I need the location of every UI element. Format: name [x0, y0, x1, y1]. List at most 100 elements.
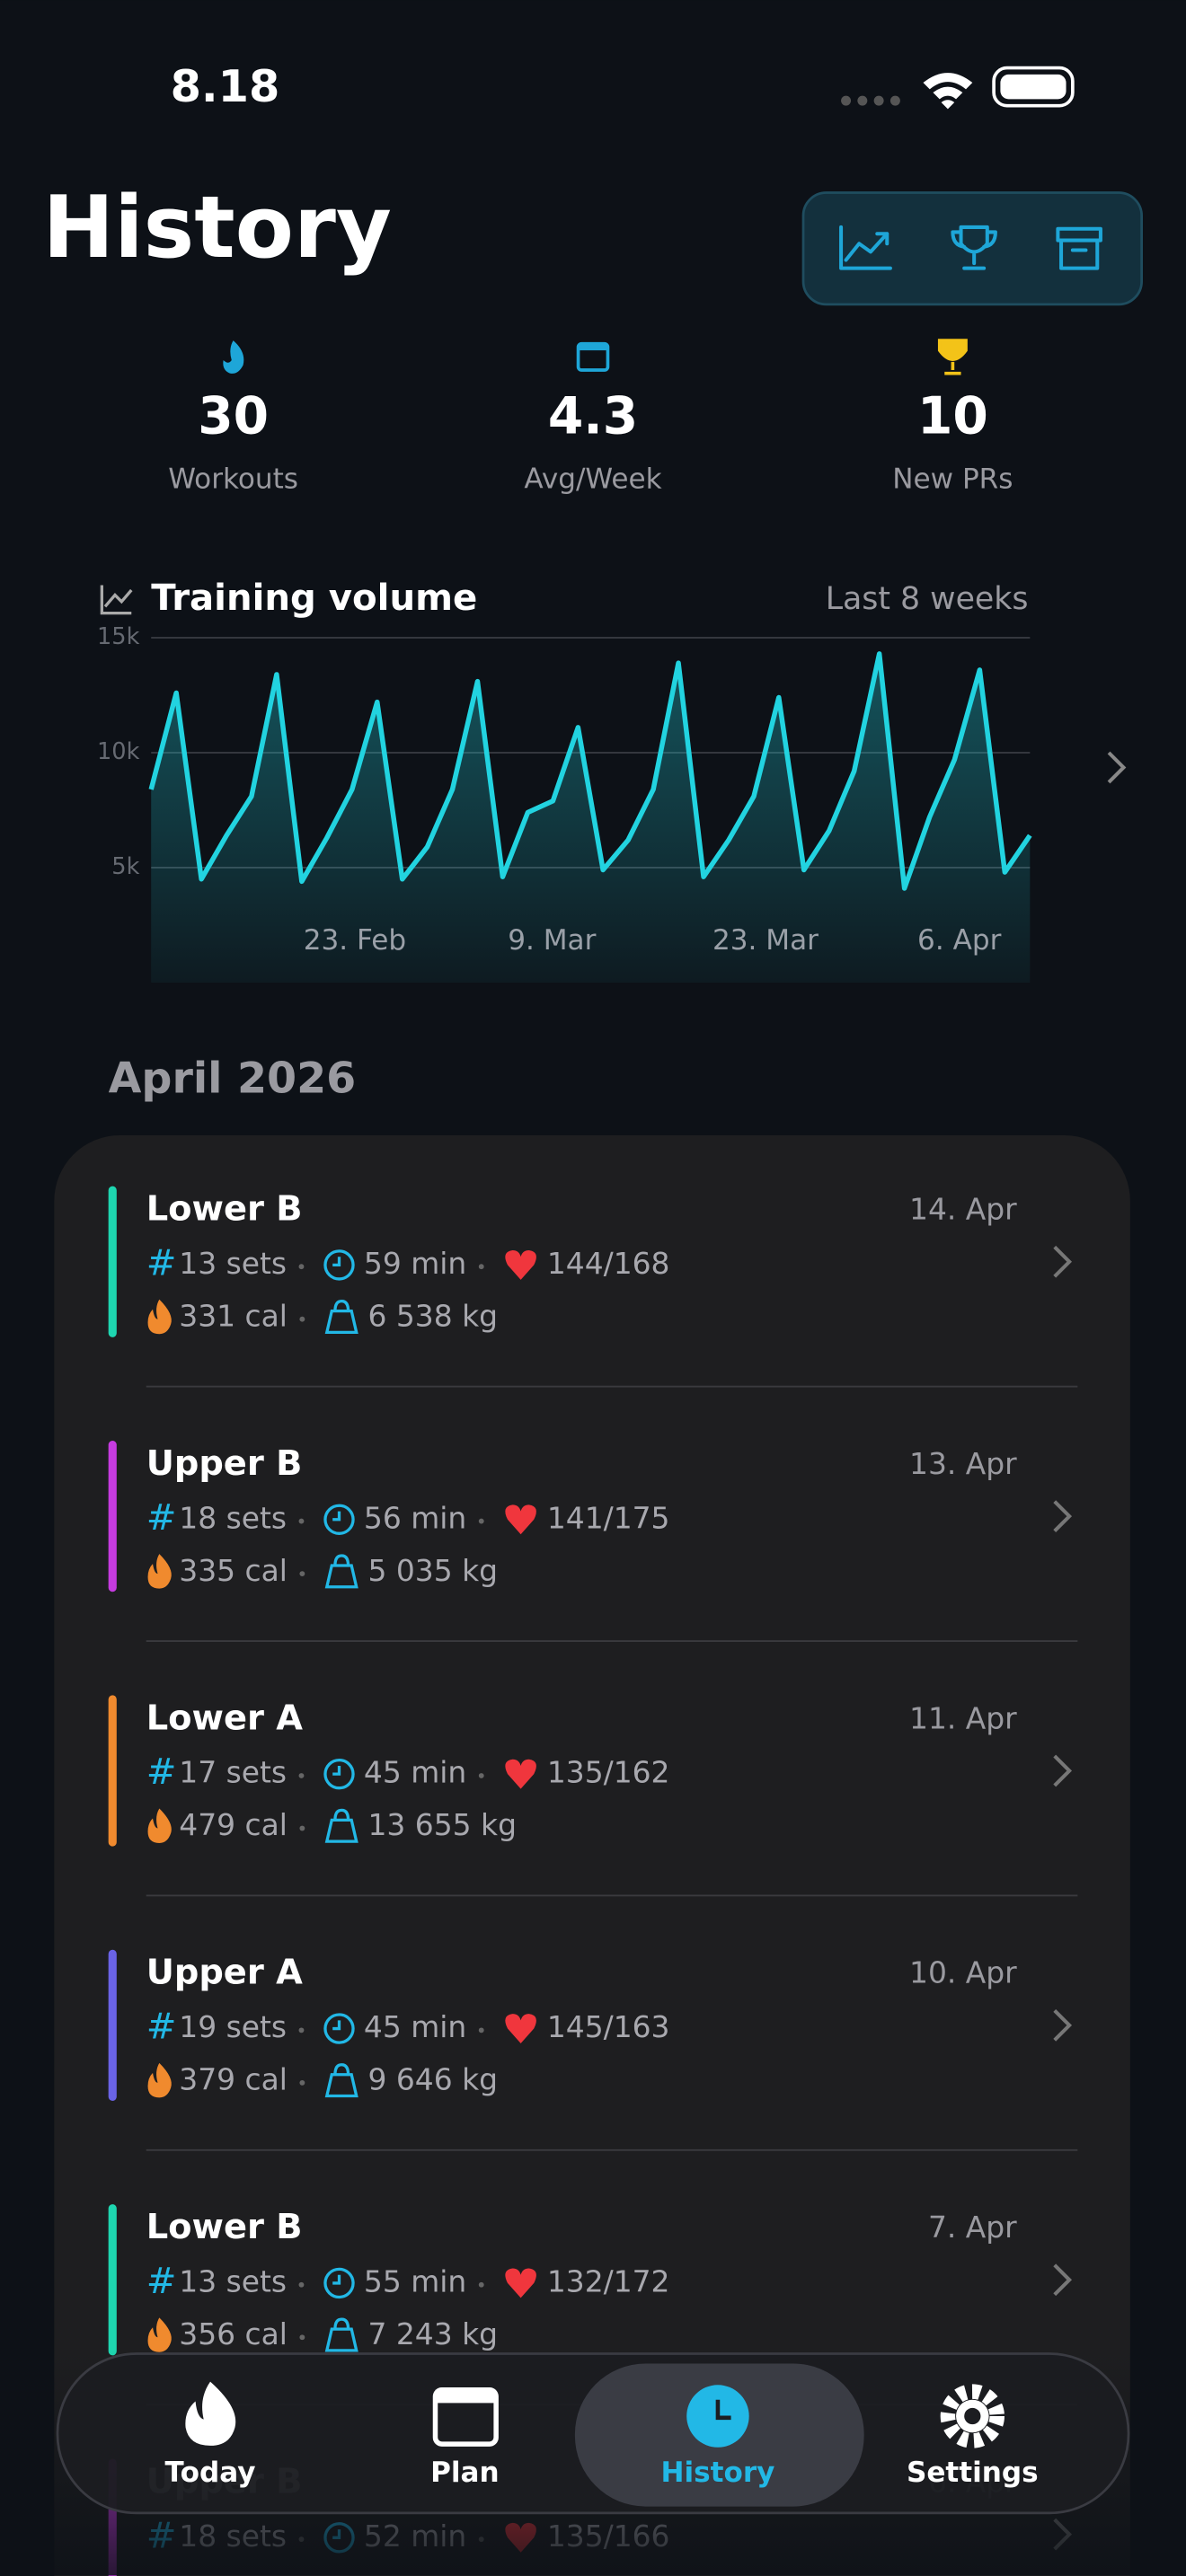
- chart-chevron[interactable]: [1107, 751, 1127, 784]
- x-tick-label: 23. Mar: [712, 924, 819, 957]
- stat-value: 4.3: [548, 386, 638, 446]
- weight-icon: [324, 1299, 358, 1335]
- clock-icon: [323, 2013, 355, 2044]
- heart-icon: [505, 1759, 536, 1789]
- workout-heart: 135/162: [547, 1755, 670, 1790]
- workout-duration: 56 min: [364, 1500, 466, 1535]
- workout-sets: 17 sets: [179, 1755, 287, 1790]
- workout-calories: 479 cal: [179, 1807, 288, 1842]
- workout-heart: 141/175: [547, 1500, 670, 1535]
- workout-date: 14. Apr: [909, 1192, 1017, 1227]
- trophy-button[interactable]: [951, 225, 997, 270]
- separator-dot: [298, 2281, 305, 2288]
- tab-label[interactable]: Plan: [430, 2457, 500, 2489]
- workout-name: Lower B: [146, 1189, 303, 1230]
- workout-color-bar: [108, 1695, 117, 1847]
- workout-name: Lower B: [146, 2207, 303, 2247]
- row-chevron: [1053, 1500, 1073, 1533]
- sets-icon: #: [146, 2261, 177, 2302]
- workout-volume: 5 035 kg: [367, 1553, 498, 1588]
- y-tick-label: 10k: [97, 738, 140, 765]
- status-icons: [841, 66, 1075, 110]
- workout-volume: 9 646 kg: [367, 2062, 498, 2097]
- workout-sets: 13 sets: [179, 1246, 287, 1281]
- separator-dot: [299, 1825, 305, 1831]
- y-tick-label: 5k: [111, 853, 139, 880]
- separator-dot: [299, 1571, 305, 1577]
- x-tick-label: 23. Feb: [304, 924, 406, 957]
- y-tick-label: 15k: [97, 623, 140, 650]
- separator-dot: [298, 1518, 305, 1524]
- workout-date: 7. Apr: [928, 2210, 1017, 2245]
- heart-icon: [505, 2268, 536, 2298]
- workout-row[interactable]: Upper A 10. Apr # 19 sets 45 min 145/163 379 c…: [108, 1949, 1078, 2151]
- workout-heart: 132/172: [547, 2263, 670, 2298]
- stat-label: Workouts: [168, 463, 298, 495]
- separator-dot: [478, 1518, 484, 1524]
- tab-label[interactable]: History: [660, 2457, 774, 2489]
- chart-subtitle: Last 8 weeks: [826, 581, 1029, 617]
- separator-dot: [478, 2281, 484, 2288]
- workout-calories: 356 cal: [179, 2316, 288, 2351]
- workout-heart: 144/168: [547, 1246, 670, 1281]
- chart-icon: [100, 585, 133, 615]
- workout-sets: 13 sets: [179, 2263, 287, 2298]
- volume-line: [148, 651, 1032, 891]
- workout-color-bar: [108, 1186, 117, 1337]
- x-tick-label: 6. Apr: [917, 924, 1002, 957]
- flame-icon: [147, 1299, 172, 1335]
- workout-name: Lower A: [146, 1698, 304, 1738]
- workout-row[interactable]: Upper B 13. Apr # 18 sets 56 min 141/175 335 c…: [108, 1441, 1078, 1642]
- workout-date: 13. Apr: [909, 1446, 1017, 1481]
- tab-label[interactable]: Settings: [907, 2457, 1039, 2489]
- stat-value: 10: [917, 386, 988, 446]
- stat-label: Avg/Week: [524, 463, 661, 495]
- clock-hand: [332, 2274, 341, 2285]
- separator-dot: [298, 2027, 305, 2033]
- archive-button[interactable]: [1056, 226, 1102, 270]
- workout-sets: 19 sets: [179, 2009, 287, 2044]
- separator-dot: [299, 2079, 305, 2086]
- workout-row[interactable]: Lower B 7. Apr # 13 sets 55 min 132/172 356 ca…: [108, 2204, 1078, 2406]
- workout-row[interactable]: Lower B 14. Apr # 13 sets 59 min 144/168 331 c…: [108, 1186, 1078, 1388]
- clock-icon: [323, 1249, 355, 1281]
- x-tick-label: 9. Mar: [508, 924, 596, 957]
- stat-value: 30: [198, 386, 269, 446]
- sets-icon: #: [146, 1242, 177, 1284]
- page-title: History: [43, 179, 392, 278]
- header-actions: [801, 191, 1144, 306]
- workout-name: Upper B: [146, 1443, 303, 1484]
- tab-bar: [56, 2352, 1130, 2515]
- tab-label[interactable]: Today: [165, 2457, 256, 2489]
- row-chevron: [1053, 1754, 1073, 1787]
- volume-area: [151, 653, 1031, 983]
- workout-color-bar: [108, 1441, 117, 1592]
- workout-duration: 55 min: [364, 2263, 466, 2298]
- sets-icon: #: [146, 1497, 177, 1539]
- workout-duration: 59 min: [364, 1246, 466, 1281]
- workout-row[interactable]: Lower A 11. Apr # 17 sets 45 min 135/162 479 c…: [108, 1695, 1078, 1897]
- status-time: 8.18: [171, 60, 280, 112]
- weight-icon: [324, 2063, 358, 2098]
- workout-card: [54, 1134, 1130, 2576]
- row-chevron: [1053, 2263, 1073, 2297]
- clock-hand: [332, 1257, 341, 1267]
- workout-sets: 18 sets: [179, 1500, 287, 1535]
- separator-dot: [478, 2027, 484, 2033]
- workout-calories: 331 cal: [179, 1298, 288, 1333]
- stat-icons: [223, 339, 968, 375]
- workout-date: 11. Apr: [909, 1700, 1017, 1735]
- sets-icon: #: [146, 1751, 177, 1793]
- flame-icon: [147, 1554, 172, 1589]
- workout-date: 10. Apr: [909, 1955, 1017, 1990]
- trend-button[interactable]: [839, 225, 892, 270]
- heart-icon: [505, 1249, 536, 1280]
- flame-icon: [147, 1808, 172, 1843]
- flame-icon: [147, 2317, 172, 2352]
- heart-icon: [505, 1504, 536, 1535]
- clock-icon: [323, 1758, 355, 1790]
- separator-dot: [299, 1316, 305, 1322]
- row-chevron: [1053, 2009, 1073, 2042]
